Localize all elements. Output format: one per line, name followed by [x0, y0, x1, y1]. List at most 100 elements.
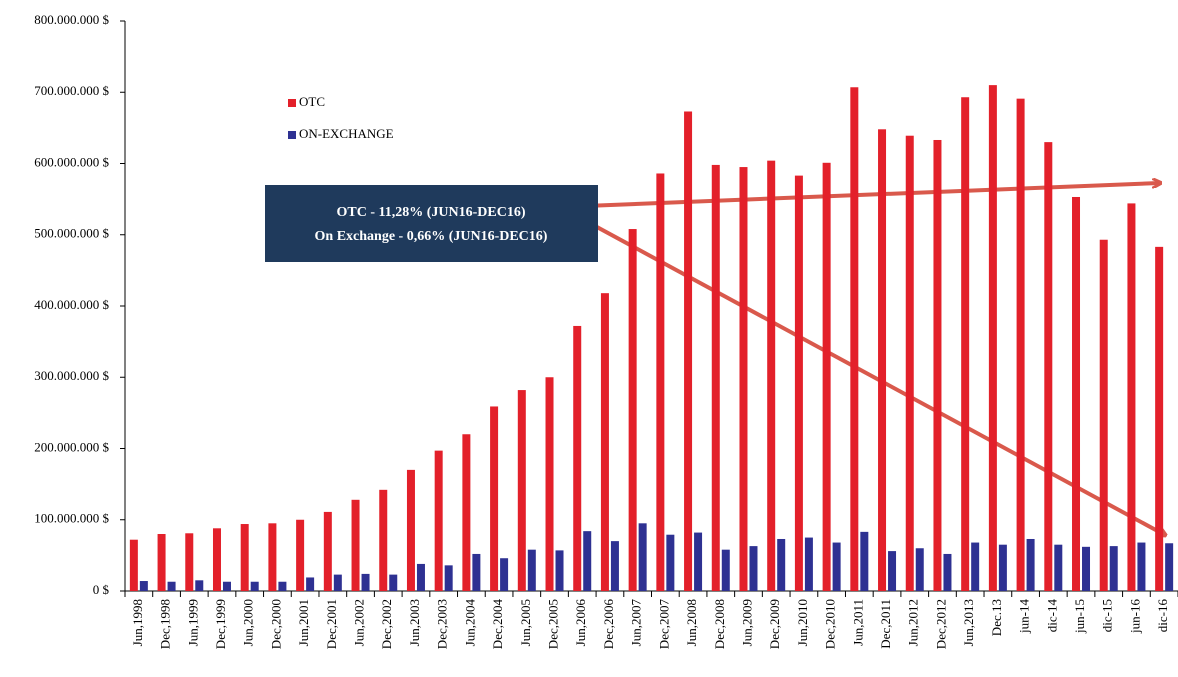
x-tick-label: Dec,2000	[268, 599, 283, 649]
bar	[1044, 142, 1053, 591]
bar	[656, 173, 665, 591]
bar	[777, 538, 786, 591]
x-tick-label: Jun,2009	[739, 599, 754, 646]
x-tick-label: Jun,2011	[850, 599, 865, 646]
bar	[850, 87, 859, 591]
x-tick-label: Jun,1998	[130, 599, 145, 646]
bar	[711, 164, 720, 592]
bar	[212, 528, 221, 591]
bar	[832, 542, 841, 591]
bar	[1099, 239, 1108, 592]
bar	[998, 544, 1007, 591]
bar	[351, 499, 360, 591]
bar	[389, 574, 398, 591]
x-tick-label: Dec,2004	[490, 599, 505, 650]
y-tick-label: 100.000.000 $	[34, 511, 109, 526]
bar	[555, 550, 564, 591]
bar	[444, 565, 453, 591]
x-tick-label: Jun,2004	[462, 599, 477, 647]
x-tick-label: Dec,2008	[712, 599, 727, 649]
x-tick-label: dic-14	[1044, 599, 1059, 633]
x-tick-label: jun-14	[1017, 599, 1032, 634]
bar	[278, 581, 287, 591]
bar	[684, 111, 693, 592]
x-tick-label: Jun,1999	[185, 599, 200, 646]
bar	[462, 434, 471, 591]
bar	[600, 293, 609, 591]
bar	[860, 531, 869, 591]
legend-swatch	[288, 99, 296, 107]
bar	[222, 581, 231, 591]
bar	[416, 563, 425, 591]
x-tick-label: Jun,2003	[407, 599, 422, 646]
bar	[878, 129, 887, 592]
x-tick-label: Jun,2010	[795, 599, 810, 646]
bar	[1165, 543, 1174, 591]
bar	[240, 524, 249, 591]
bar	[804, 537, 813, 591]
x-tick-label: jun-16	[1127, 599, 1142, 634]
bar	[666, 534, 675, 591]
bar	[1137, 542, 1146, 591]
bar	[749, 546, 758, 591]
arrow	[559, 183, 1160, 209]
bar	[157, 534, 166, 591]
x-tick-label: Jun,2008	[684, 599, 699, 646]
x-tick-label: Dec,2010	[823, 599, 838, 649]
legend-label: ON-EXCHANGE	[299, 126, 394, 141]
x-tick-label: Dec.13	[989, 599, 1004, 636]
bar	[739, 167, 748, 591]
bar	[379, 489, 388, 591]
bar	[943, 553, 952, 591]
x-tick-label: Dec,2005	[545, 599, 560, 649]
x-tick-label: jun-15	[1072, 599, 1087, 634]
bar	[961, 97, 970, 592]
bar	[1127, 203, 1136, 591]
bar	[1155, 246, 1164, 592]
bar	[915, 548, 924, 591]
x-tick-label: Jun,2013	[961, 599, 976, 646]
bar	[628, 229, 637, 592]
annotation-box	[265, 185, 598, 262]
x-tick-label: dic-15	[1100, 599, 1115, 632]
bar	[583, 531, 592, 591]
bar	[500, 558, 509, 591]
bar	[250, 581, 259, 591]
bar	[139, 581, 148, 591]
bar	[1109, 546, 1118, 591]
x-tick-label: Dec,2001	[324, 599, 339, 649]
x-tick-label: Jun,2005	[518, 599, 533, 646]
bar	[610, 541, 619, 591]
bar	[323, 511, 332, 591]
bar	[434, 450, 443, 591]
x-tick-label: Dec,1999	[213, 599, 228, 649]
legend-label: OTC	[299, 94, 325, 109]
bar	[268, 523, 277, 591]
x-tick-label: Jun,2000	[241, 599, 256, 646]
bar	[333, 574, 342, 591]
bar	[694, 532, 703, 591]
bar	[1072, 196, 1081, 592]
bar	[406, 469, 415, 591]
bar	[1082, 546, 1091, 591]
x-tick-label: Jun,2001	[296, 599, 311, 646]
x-tick-label: Dec,2003	[435, 599, 450, 649]
x-tick-label: Jun,2002	[352, 599, 367, 646]
x-tick-label: Dec,1998	[158, 599, 173, 649]
bar	[794, 175, 803, 592]
bar	[296, 519, 305, 591]
bar	[1054, 544, 1063, 591]
bar	[167, 581, 176, 591]
bar	[971, 542, 980, 591]
bar	[545, 377, 554, 591]
bar	[905, 135, 914, 591]
x-tick-label: Dec,2012	[933, 599, 948, 649]
bar	[1016, 98, 1025, 591]
y-tick-label: 700.000.000 $	[34, 83, 109, 98]
x-tick-label: Dec,2007	[656, 599, 671, 650]
y-tick-label: 200.000.000 $	[34, 439, 109, 454]
bar	[1026, 538, 1035, 591]
bar	[361, 573, 370, 591]
bar	[638, 523, 647, 591]
